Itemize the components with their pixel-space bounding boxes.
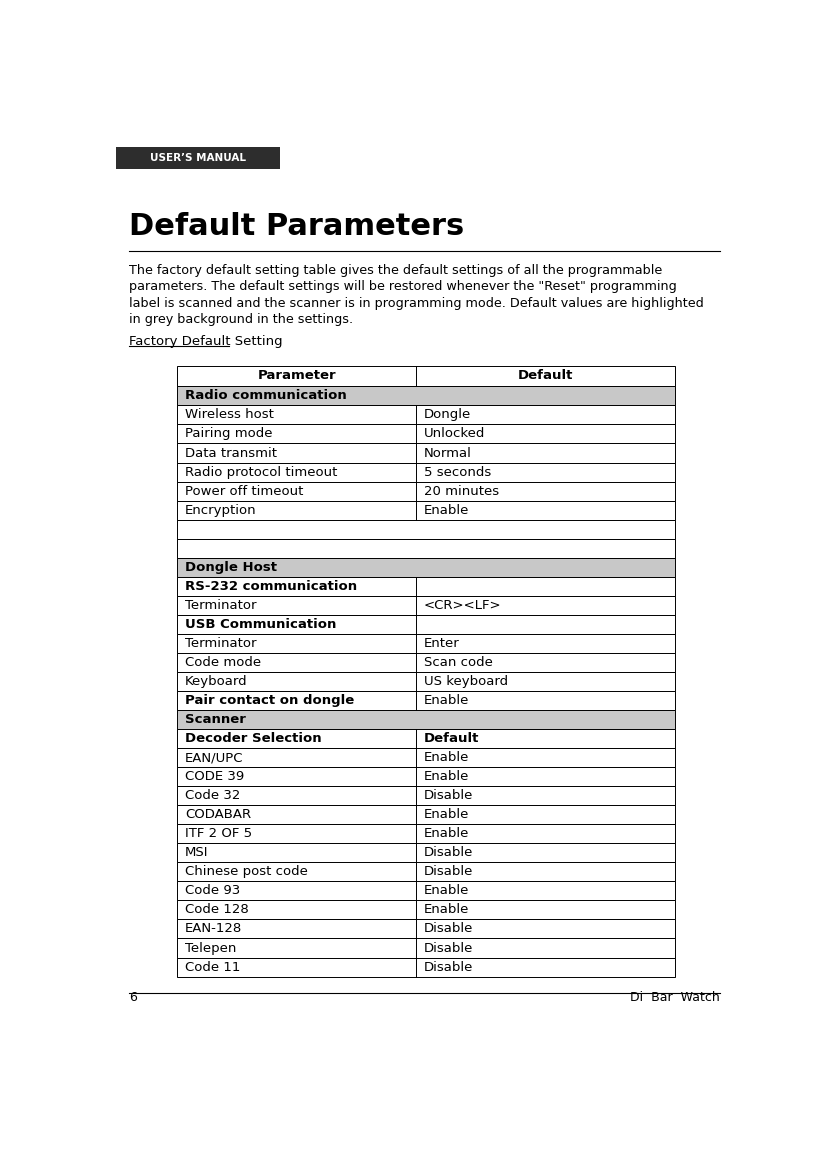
- FancyBboxPatch shape: [177, 749, 674, 767]
- Text: Parameter: Parameter: [257, 369, 336, 383]
- FancyBboxPatch shape: [177, 767, 674, 787]
- Text: Enable: Enable: [423, 770, 469, 783]
- Text: Scanner: Scanner: [184, 713, 246, 726]
- FancyBboxPatch shape: [177, 920, 674, 938]
- FancyBboxPatch shape: [177, 825, 674, 843]
- Text: Code 93: Code 93: [184, 884, 240, 897]
- Text: Radio communication: Radio communication: [184, 390, 347, 402]
- Text: CODABAR: CODABAR: [184, 808, 251, 821]
- Text: Telepen: Telepen: [184, 942, 236, 954]
- FancyBboxPatch shape: [177, 482, 674, 500]
- Text: Enter: Enter: [423, 637, 459, 650]
- FancyBboxPatch shape: [177, 900, 674, 920]
- Text: 5 seconds: 5 seconds: [423, 466, 490, 478]
- FancyBboxPatch shape: [177, 615, 674, 634]
- Text: The factory default setting table gives the default settings of all the programm: The factory default setting table gives …: [129, 263, 662, 277]
- Text: CODE 39: CODE 39: [184, 770, 244, 783]
- Text: Terminator: Terminator: [184, 637, 256, 650]
- FancyBboxPatch shape: [177, 538, 674, 558]
- Text: Enable: Enable: [423, 504, 469, 516]
- FancyBboxPatch shape: [177, 577, 674, 596]
- Text: Default: Default: [423, 733, 479, 745]
- FancyBboxPatch shape: [177, 634, 674, 653]
- FancyBboxPatch shape: [177, 462, 674, 482]
- Text: Disable: Disable: [423, 922, 472, 935]
- FancyBboxPatch shape: [116, 147, 280, 169]
- FancyBboxPatch shape: [177, 862, 674, 881]
- Text: Keyboard: Keyboard: [184, 675, 247, 688]
- Text: Wireless host: Wireless host: [184, 408, 274, 421]
- Text: Default: Default: [517, 369, 572, 383]
- Text: Disable: Disable: [423, 865, 472, 879]
- Text: ITF 2 OF 5: ITF 2 OF 5: [184, 827, 251, 841]
- FancyBboxPatch shape: [177, 843, 674, 862]
- Text: in grey background in the settings.: in grey background in the settings.: [129, 313, 353, 325]
- Text: Disable: Disable: [423, 942, 472, 954]
- FancyBboxPatch shape: [177, 958, 674, 976]
- Text: Default Parameters: Default Parameters: [129, 213, 464, 242]
- FancyBboxPatch shape: [177, 710, 674, 729]
- FancyBboxPatch shape: [177, 406, 674, 424]
- Text: Power off timeout: Power off timeout: [184, 484, 303, 498]
- Text: USB Communication: USB Communication: [184, 618, 336, 631]
- FancyBboxPatch shape: [177, 444, 674, 462]
- FancyBboxPatch shape: [177, 558, 674, 577]
- FancyBboxPatch shape: [177, 672, 674, 691]
- FancyBboxPatch shape: [177, 881, 674, 900]
- Text: Pairing mode: Pairing mode: [184, 428, 272, 440]
- Text: USER’S MANUAL: USER’S MANUAL: [150, 153, 246, 163]
- Text: RS-232 communication: RS-232 communication: [184, 580, 356, 592]
- Text: US keyboard: US keyboard: [423, 675, 507, 688]
- FancyBboxPatch shape: [177, 500, 674, 520]
- Text: Code 128: Code 128: [184, 904, 248, 917]
- Text: Di  Bar  Watch: Di Bar Watch: [629, 991, 719, 1004]
- Text: Normal: Normal: [423, 446, 471, 460]
- Text: Code 32: Code 32: [184, 789, 240, 803]
- Text: Terminator: Terminator: [184, 599, 256, 612]
- Text: label is scanned and the scanner is in programming mode. Default values are high: label is scanned and the scanner is in p…: [129, 297, 703, 309]
- Text: Disable: Disable: [423, 846, 472, 859]
- Text: Factory Default Setting: Factory Default Setting: [129, 335, 283, 347]
- FancyBboxPatch shape: [177, 653, 674, 672]
- Text: Pair contact on dongle: Pair contact on dongle: [184, 693, 354, 707]
- Text: Enable: Enable: [423, 808, 469, 821]
- Text: MSI: MSI: [184, 846, 208, 859]
- Text: Enable: Enable: [423, 884, 469, 897]
- Text: Enable: Enable: [423, 827, 469, 841]
- FancyBboxPatch shape: [177, 938, 674, 958]
- Text: Radio protocol timeout: Radio protocol timeout: [184, 466, 337, 478]
- FancyBboxPatch shape: [177, 691, 674, 710]
- Text: Unlocked: Unlocked: [423, 428, 485, 440]
- Text: Disable: Disable: [423, 960, 472, 974]
- Text: Code 11: Code 11: [184, 960, 240, 974]
- Text: 6: 6: [129, 991, 137, 1004]
- FancyBboxPatch shape: [177, 596, 674, 615]
- Text: 20 minutes: 20 minutes: [423, 484, 498, 498]
- Text: Data transmit: Data transmit: [184, 446, 277, 460]
- Text: Enable: Enable: [423, 693, 469, 707]
- Text: Scan code: Scan code: [423, 656, 492, 669]
- FancyBboxPatch shape: [177, 424, 674, 444]
- Text: Chinese post code: Chinese post code: [184, 865, 308, 879]
- Text: parameters. The default settings will be restored whenever the "Reset" programmi: parameters. The default settings will be…: [129, 281, 676, 293]
- FancyBboxPatch shape: [177, 729, 674, 749]
- Text: <CR><LF>: <CR><LF>: [423, 599, 500, 612]
- Text: EAN/UPC: EAN/UPC: [184, 751, 243, 764]
- Text: Encryption: Encryption: [184, 504, 256, 516]
- Text: Enable: Enable: [423, 751, 469, 764]
- FancyBboxPatch shape: [177, 805, 674, 825]
- Text: Dongle: Dongle: [423, 408, 471, 421]
- Text: Disable: Disable: [423, 789, 472, 803]
- FancyBboxPatch shape: [177, 366, 674, 386]
- Text: Enable: Enable: [423, 904, 469, 917]
- FancyBboxPatch shape: [177, 520, 674, 538]
- FancyBboxPatch shape: [177, 386, 674, 406]
- FancyBboxPatch shape: [177, 787, 674, 805]
- Text: Dongle Host: Dongle Host: [184, 561, 277, 574]
- Text: Code mode: Code mode: [184, 656, 261, 669]
- Text: Decoder Selection: Decoder Selection: [184, 733, 321, 745]
- Text: EAN-128: EAN-128: [184, 922, 242, 935]
